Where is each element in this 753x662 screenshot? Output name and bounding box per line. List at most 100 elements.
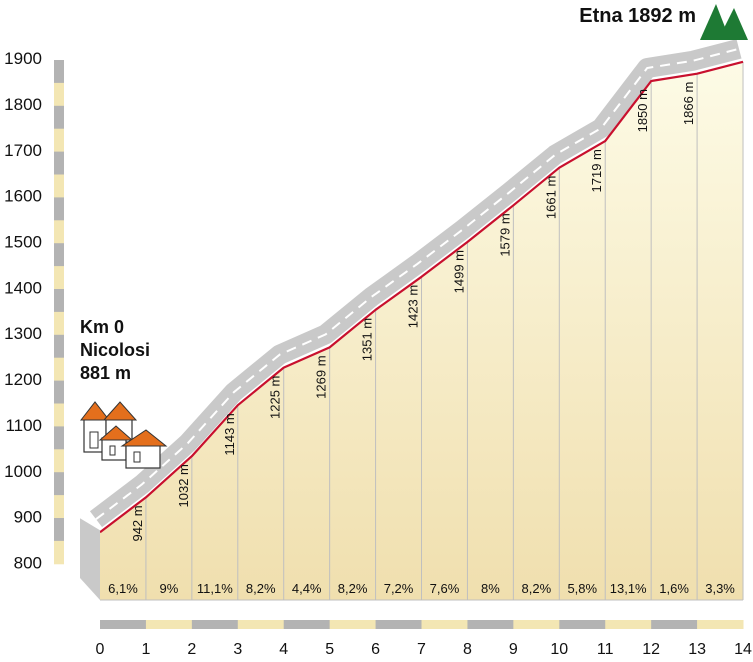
gradient-label: 7,2% [384,581,414,596]
village-icon [79,401,168,469]
x-tick-label: 13 [688,641,706,658]
km-gridlines [100,61,744,601]
summit-title: Etna 1892 m [579,5,696,27]
y-tick-label: 800 [14,554,42,573]
start-altitude: 881 m [80,363,131,383]
y-tick-label: 1300 [4,324,42,343]
y-tick-label: 1000 [4,462,42,481]
x-tick-label: 6 [371,641,380,658]
y-band-segment [54,334,64,359]
x-tick-label: 2 [187,641,196,658]
house-2-roof [102,401,138,421]
house-window [109,445,116,456]
elevation-label: 1850 m [635,89,650,132]
y-band-segment [54,472,64,496]
y-band-segment [54,243,64,267]
house-3-roof [98,425,134,441]
y-band-segment [54,82,64,107]
y-band-segment [54,403,64,427]
house-window [133,451,141,463]
x-axis-ticks: 0 1 2 3 4 5 6 7 8 9 10 11 12 13 14 [96,641,752,658]
gradient-label: 4,4% [292,581,322,596]
x-tick-label: 7 [417,641,426,658]
road-edge [80,518,100,600]
x-tick-label: 0 [96,641,105,658]
x-band-segment [191,620,239,629]
gradient-label: 11,1% [197,581,233,596]
y-band-segment [54,518,64,542]
elevation-label: 1032 m [176,464,191,507]
x-band-segment [100,620,147,629]
house-1-roof [79,401,111,421]
y-axis-ticks: 800 900 1000 1100 1200 1300 1400 1500 1600 1700 18… [4,49,42,572]
y-tick-label: 1200 [4,370,42,389]
x-band-segment [467,620,514,629]
start-label: Km 0 Nicolosi 881 m [80,317,150,383]
x-band-segment [651,620,698,629]
elevation-label: 1143 m [222,413,237,455]
y-band-segment [54,266,64,290]
x-band-segment [283,620,331,629]
elevation-label: 1499 m [451,250,466,293]
y-band-segment [54,311,64,336]
elevation-label: 1351 m [360,318,375,361]
y-tick-label: 1100 [5,416,42,435]
x-band-segment [145,620,193,629]
gradient-label: 8% [481,581,500,596]
gradient-label: 8,2% [522,581,552,596]
x-tick-label: 8 [463,641,472,658]
x-tick-label: 12 [642,641,660,658]
y-band-segment [54,380,64,404]
x-band-segment [375,620,423,629]
road-centerline [95,47,740,520]
house-4-roof [120,429,168,447]
y-band-segment [54,540,64,565]
y-band-segment [54,105,64,130]
y-band-segment [54,289,64,313]
x-band-segment [513,620,560,629]
elevation-label: 1661 m [543,176,558,219]
gradient-label: 9% [159,581,178,596]
profile-line [99,60,744,534]
house-4 [125,443,161,469]
y-axis-band [54,60,64,565]
y-band-segment [54,220,64,244]
x-tick-label: 14 [734,641,752,658]
y-band-segment [54,197,64,221]
x-band-segment [559,620,606,629]
gradient-label: 8,2% [338,581,368,596]
y-tick-label: 1600 [4,187,42,206]
gradient-labels: 6,1% 9% 11,1% 8,2% 4,4% 8,2% 7,2% 7,6% 8% 8,2% 5,8… [108,581,735,596]
y-tick-label: 1900 [4,49,42,68]
elevation-labels: 942 m 1032 m 1143 m 1225 m 1269 m 1351 m 1423 … [130,82,696,542]
y-tick-label: 1800 [4,95,42,114]
y-tick-label: 1700 [4,141,42,160]
gradient-label: 5,8% [567,581,597,596]
gradient-label: 8,2% [246,581,276,596]
y-band-segment [54,151,64,175]
elevation-label: 942 m [130,505,145,541]
y-band-segment [54,357,64,382]
y-tick-label: 1400 [4,278,42,297]
x-band-segment [329,620,377,629]
y-band-segment [54,426,64,450]
gradient-label: 1,6% [659,581,689,596]
gradient-label: 6,1% [108,581,138,596]
gradient-label: 3,3% [705,581,735,596]
x-band-segment [605,620,652,629]
elevation-label: 1579 m [497,213,512,256]
gradient-label: 7,6% [430,581,460,596]
elevation-label: 1269 m [314,355,329,398]
x-tick-label: 5 [325,641,334,658]
x-band-segment [697,620,744,629]
mountain-icon [700,4,748,40]
y-band-segment [54,128,64,153]
x-tick-label: 4 [279,641,288,658]
gradient-label: 13,1% [610,581,647,596]
x-tick-label: 3 [233,641,242,658]
y-tick-label: 900 [14,508,42,527]
house-1-door [89,431,99,449]
elevation-label: 1423 m [406,285,421,328]
x-tick-label: 11 [597,641,614,658]
